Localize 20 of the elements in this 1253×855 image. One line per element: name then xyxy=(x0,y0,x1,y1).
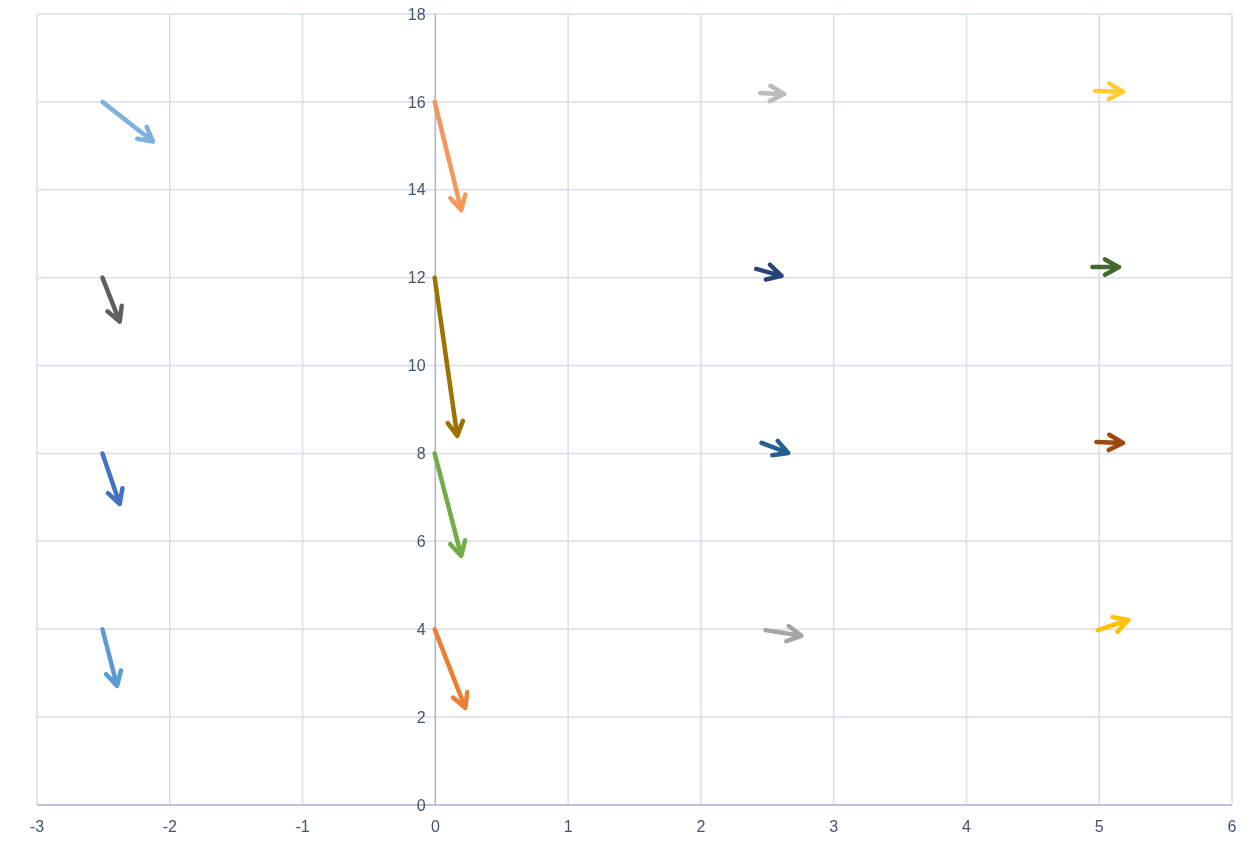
x-tick-label: 0 xyxy=(430,818,440,836)
y-tick-label: 14 xyxy=(407,181,426,199)
y-tick-label: 2 xyxy=(416,708,426,726)
x-tick-label: 2 xyxy=(696,818,706,836)
y-tick-label: 4 xyxy=(416,620,426,638)
y-tick-label: 12 xyxy=(407,269,426,287)
y-tick-label: 8 xyxy=(416,445,426,463)
y-tick-label: 6 xyxy=(416,533,426,551)
x-tick-label: 5 xyxy=(1094,818,1104,836)
y-tick-label: 18 xyxy=(407,5,426,23)
x-tick-label: 1 xyxy=(563,818,573,836)
x-tick-label: -2 xyxy=(162,818,177,836)
x-tick-label: -3 xyxy=(29,818,45,836)
y-tick-label: 10 xyxy=(407,357,426,375)
x-tick-label: 6 xyxy=(1227,818,1237,836)
x-tick-label: -1 xyxy=(295,818,310,836)
y-tick-label: 16 xyxy=(407,93,426,111)
y-tick-label: 0 xyxy=(416,796,426,814)
x-tick-label: 3 xyxy=(829,818,839,836)
x-tick-label: 4 xyxy=(961,818,971,836)
